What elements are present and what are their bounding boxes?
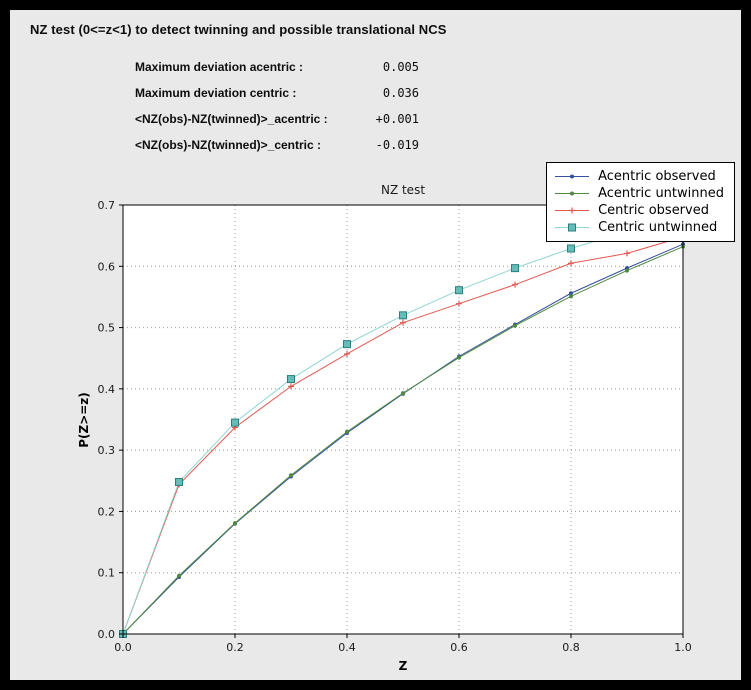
chart-legend: Acentric observed Acentric untwinned Centr… (546, 162, 735, 242)
svg-text:0.5: 0.5 (98, 322, 116, 335)
stat-value: 0.005 (382, 60, 419, 74)
stat-value: +0.001 (375, 112, 419, 126)
stat-row: <NZ(obs)-NZ(twinned)>_acentric : +0.001 (135, 106, 419, 132)
stat-label: Maximum deviation centric : (135, 86, 297, 100)
page-title: NZ test (0<=z<1) to detect twinning and … (30, 22, 447, 37)
chart-series (119, 211, 687, 638)
chart-canvas: NZ test 0.0 0.2 0.4 0.6 0.8 1.00.00.10.20.30.… (77, 183, 692, 673)
svg-text:1.0: 1.0 (674, 641, 692, 654)
stat-row: Maximum deviation acentric : 0.005 (135, 54, 419, 80)
stat-label: <NZ(obs)-NZ(twinned)>_acentric : (135, 112, 328, 126)
legend-item: Centric untwinned (553, 219, 724, 236)
legend-label: Acentric observed (598, 169, 716, 184)
legend-line-sample (555, 207, 590, 214)
svg-text:0.4: 0.4 (338, 641, 356, 654)
legend-item: Centric observed (553, 202, 724, 219)
svg-text:0.6: 0.6 (450, 641, 468, 654)
legend-label: Centric untwinned (598, 220, 718, 235)
legend-label: Centric observed (598, 203, 709, 218)
plot-area (123, 205, 683, 634)
svg-text:0.4: 0.4 (98, 383, 116, 396)
chart-title: NZ test (381, 183, 425, 197)
stat-label: <NZ(obs)-NZ(twinned)>_centric : (135, 138, 322, 152)
legend-line-sample (555, 223, 590, 232)
svg-text:0.8: 0.8 (562, 641, 580, 654)
stat-row: <NZ(obs)-NZ(twinned)>_centric : -0.019 (135, 132, 419, 158)
svg-text:0.2: 0.2 (98, 505, 116, 518)
stats-block: Maximum deviation acentric :0.005 Maximum… (135, 54, 419, 158)
svg-text:0.2: 0.2 (226, 641, 244, 654)
stat-row: Maximum deviation centric : 0.036 (135, 80, 419, 106)
svg-text:0.0: 0.0 (114, 641, 132, 654)
stat-value: -0.019 (375, 138, 419, 152)
nz-test-figure: NZ test 0.0 0.2 0.4 0.6 0.8 1.0 0.0 0.1 0.2 0.3 0.… (26, 160, 741, 680)
plot-frame (122, 204, 684, 635)
svg-text:0.1: 0.1 (98, 567, 116, 580)
series-centric-untwinned (119, 211, 687, 638)
stat-label: Maximum deviation acentric : (135, 60, 304, 74)
y-axis-label: P(Z>=z) (77, 392, 91, 448)
series-acentric-untwinned (121, 244, 685, 636)
legend-label: Acentric untwinned (598, 186, 724, 201)
gridlines (123, 205, 683, 634)
legend-item: Acentric untwinned (553, 185, 724, 202)
legend-line-sample (555, 174, 590, 179)
svg-text:0.3: 0.3 (98, 444, 116, 457)
legend-line-sample (555, 191, 590, 196)
x-axis-label: Z (399, 659, 408, 673)
axis-ticks: 0.0 0.2 0.4 0.6 0.8 1.0 0.0 0.1 0.2 0.3 0.4 0.5 0.6 0… (98, 199, 692, 654)
svg-text:0.6: 0.6 (98, 260, 116, 273)
legend-item: Acentric observed (553, 168, 724, 185)
window-panel: NZ test (0<=z<1) to detect twinning and … (10, 10, 741, 680)
svg-text:0.7: 0.7 (98, 199, 116, 212)
stat-value: 0.036 (382, 86, 419, 100)
svg-text:0.0: 0.0 (98, 628, 116, 641)
